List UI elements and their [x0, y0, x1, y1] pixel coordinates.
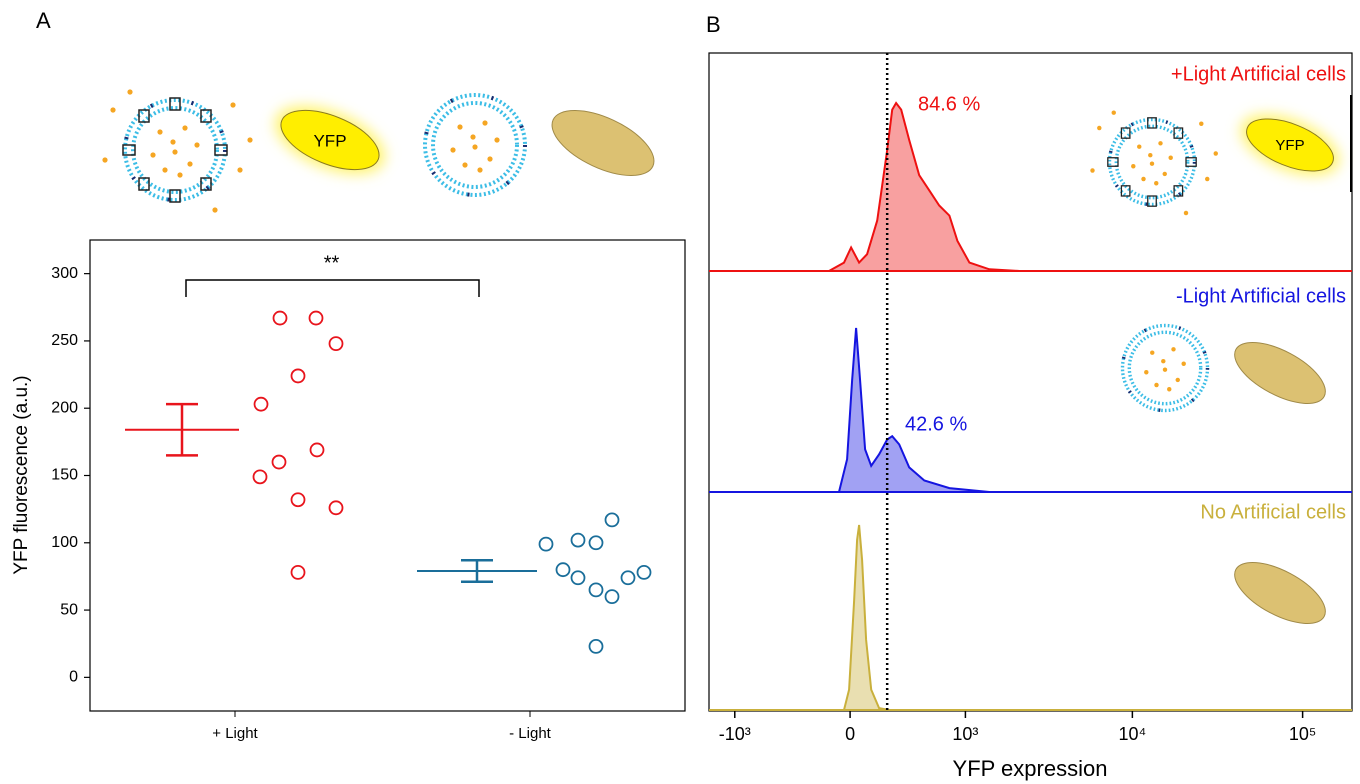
data-point [290, 368, 306, 384]
vesicle-light [1090, 110, 1218, 216]
x-tick-label: 10³ [952, 724, 978, 744]
data-point [252, 469, 268, 485]
y-tick-label: 250 [51, 332, 78, 349]
data-point [604, 589, 620, 605]
bacterium-label: YFP [1275, 137, 1304, 154]
y-axis-label: YFP fluorescence (a.u.) [11, 375, 32, 574]
x-tick-label: 0 [845, 724, 855, 744]
data-point [328, 336, 344, 352]
gate-percent: 84.6 % [918, 93, 980, 115]
vesicle-dark [423, 93, 527, 197]
bacterium-yfp [1240, 114, 1340, 176]
data-point [253, 396, 269, 412]
y-tick-label: 200 [51, 399, 78, 416]
data-point [570, 570, 586, 586]
x-tick-label: 10⁵ [1289, 724, 1316, 744]
y-tick-label: 50 [60, 601, 78, 618]
density-area [839, 328, 990, 492]
panel-label: B [706, 12, 721, 37]
panel-label: A [36, 8, 51, 33]
data-point [588, 535, 604, 551]
significance-label: ** [324, 252, 340, 274]
bacterium-yfp [275, 106, 385, 174]
data-point [588, 582, 604, 598]
x-tick-label: -10³ [719, 724, 751, 744]
x-axis-label: YFP expression [953, 756, 1108, 781]
bacterium [1234, 562, 1326, 624]
data-point [588, 639, 604, 654]
data-point [604, 512, 620, 528]
y-tick-label: 0 [69, 669, 78, 686]
x-tick-label: 10⁴ [1118, 724, 1146, 744]
density-area [844, 525, 890, 710]
data-point [328, 500, 344, 516]
x-tick-label: - Light [509, 725, 552, 742]
data-point [290, 564, 306, 580]
data-point [272, 310, 288, 326]
data-point [538, 536, 554, 552]
bacterium [551, 110, 655, 176]
y-tick-label: 150 [51, 467, 78, 484]
density-area [829, 103, 1020, 271]
y-tick-label: 100 [51, 534, 78, 551]
data-point [620, 570, 636, 586]
gate-percent: 42.6 % [905, 413, 967, 435]
bacterium [1234, 342, 1326, 404]
data-point [309, 442, 325, 458]
density-line [838, 327, 990, 493]
y-tick-label: 300 [51, 265, 78, 282]
data-point [308, 310, 324, 326]
x-tick-label: + Light [212, 725, 258, 742]
series-label: -Light Artificial cells [1176, 285, 1346, 307]
series-label: +Light Artificial cells [1171, 63, 1346, 85]
significance-bracket [185, 279, 480, 297]
data-point [555, 562, 571, 578]
density-line [828, 101, 1020, 272]
data-point [570, 532, 586, 548]
series-label: No Artificial cells [1200, 501, 1346, 523]
bacterium-label: YFP [313, 131, 346, 150]
data-point [271, 454, 287, 470]
vesicle-light [102, 89, 253, 213]
density-line [843, 524, 890, 711]
vesicle-dark [1120, 323, 1210, 413]
data-point [636, 564, 652, 580]
data-point [290, 492, 306, 508]
